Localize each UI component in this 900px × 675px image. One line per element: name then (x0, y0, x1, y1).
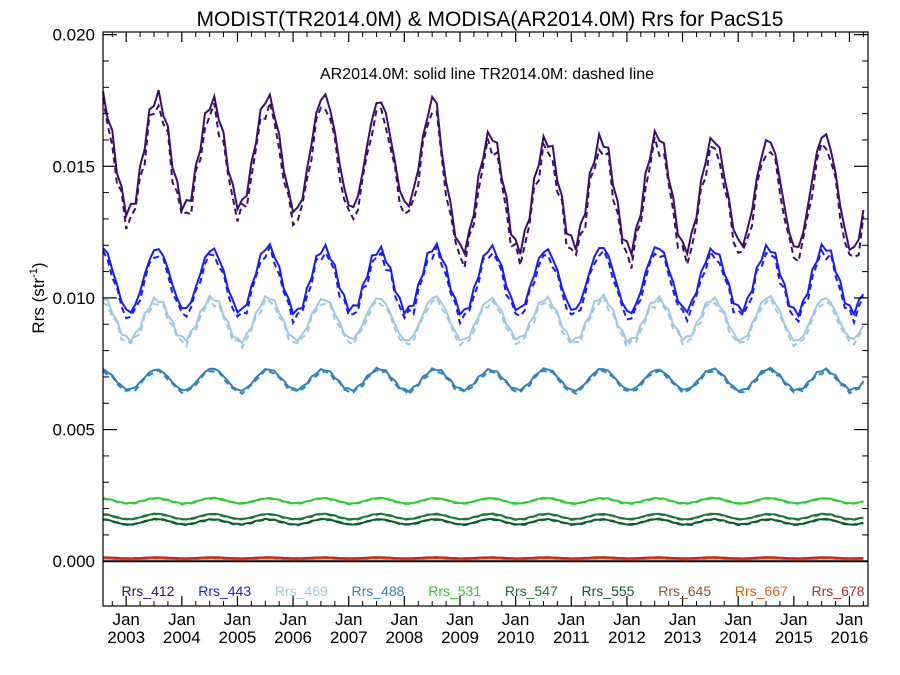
x-tick-label-year: 2013 (664, 628, 702, 647)
x-tick-label-month: Jan (613, 610, 640, 629)
y-tick-label: 0.005 (52, 421, 95, 440)
chart-subtitle: AR2014.0M: solid line TR2014.0M: dashed … (320, 66, 654, 83)
x-tick-label-month: Jan (502, 610, 529, 629)
series-line-rrs-469 (102, 292, 865, 345)
x-tick-label-year: 2010 (497, 628, 535, 647)
x-tick-label-month: Jan (446, 610, 473, 629)
x-tick-label-year: 2004 (163, 628, 201, 647)
series-line-dashed-rrs-443 (102, 243, 865, 327)
series-line-dashed-rrs-555 (102, 518, 864, 527)
y-axis-label-sup: -1 (28, 268, 40, 278)
series-line-dashed-rrs-678 (103, 556, 864, 560)
x-tick-label-year: 2007 (330, 628, 368, 647)
series-line-dashed-rrs-547 (102, 512, 864, 522)
x-tick-label-month: Jan (224, 610, 251, 629)
series-line-dashed-rrs-412 (102, 98, 865, 271)
legend-entry-rrs-443: Rrs_443 (198, 583, 251, 599)
series-line-rrs-443 (102, 241, 865, 319)
x-tick-label-month: Jan (335, 610, 362, 629)
legend-entry-rrs-678: Rrs_678 (812, 583, 865, 599)
x-tick-label-month: Jan (391, 610, 418, 629)
series-line-rrs-488 (102, 366, 865, 393)
legend-entry-rrs-667: Rrs_667 (735, 583, 788, 599)
x-tick-label-year: 2003 (107, 628, 145, 647)
x-tick-label-year: 2008 (385, 628, 423, 647)
series-line-rrs-412 (102, 89, 865, 259)
series-line-dashed-rrs-531 (102, 497, 864, 506)
legend-entry-rrs-412: Rrs_412 (122, 583, 175, 599)
legend-entry-rrs-645: Rrs_645 (658, 583, 711, 599)
x-tick-label-month: Jan (669, 610, 696, 629)
x-tick-label-month: Jan (112, 610, 139, 629)
legend-entry-rrs-488: Rrs_488 (352, 583, 405, 599)
y-tick-label: 0.000 (52, 552, 95, 571)
x-tick-label-month: Jan (279, 610, 306, 629)
legend-entry-rrs-547: Rrs_547 (505, 583, 558, 599)
x-tick-label-year: 2016 (831, 628, 869, 647)
x-tick-label-month: Jan (724, 610, 751, 629)
y-tick-label: 0.015 (52, 157, 95, 176)
plot-frame (102, 31, 869, 607)
x-tick-label-month: Jan (168, 610, 195, 629)
x-tick-label-year: 2005 (219, 628, 257, 647)
chart-title: MODIST(TR2014.0M) & MODISA(AR2014.0M) Rr… (197, 8, 784, 31)
y-axis-label-text: Rrs (str (29, 278, 48, 334)
series-line-dashed-rrs-488 (102, 367, 865, 397)
svg-text:Rrs (str-1): Rrs (str-1) (28, 262, 48, 333)
legend-entry-rrs-469: Rrs_469 (275, 583, 328, 599)
x-tick-label-year: 2014 (719, 628, 757, 647)
x-tick-label-year: 2011 (553, 628, 590, 647)
series-line-dashed-rrs-667 (102, 557, 864, 561)
y-tick-label: 0.020 (52, 26, 95, 45)
x-tick-label-month: Jan (836, 610, 863, 629)
y-axis-label-close: ) (29, 262, 48, 268)
x-tick-label-year: 2009 (441, 628, 479, 647)
legend-entry-rrs-531: Rrs_531 (428, 583, 481, 599)
x-tick-label-month: Jan (780, 610, 807, 629)
x-tick-label-year: 2012 (608, 628, 646, 647)
plot-area: 0.0000.0050.0100.0150.020Jan2003Jan2004J… (52, 26, 869, 647)
x-tick-label-month: Jan (558, 610, 585, 629)
y-axis-label: Rrs (str-1) (28, 262, 48, 333)
x-tick-label-year: 2015 (775, 628, 813, 647)
legend-entry-rrs-555: Rrs_555 (582, 583, 635, 599)
y-tick-label: 0.010 (52, 289, 95, 308)
x-tick-label-year: 2006 (274, 628, 312, 647)
